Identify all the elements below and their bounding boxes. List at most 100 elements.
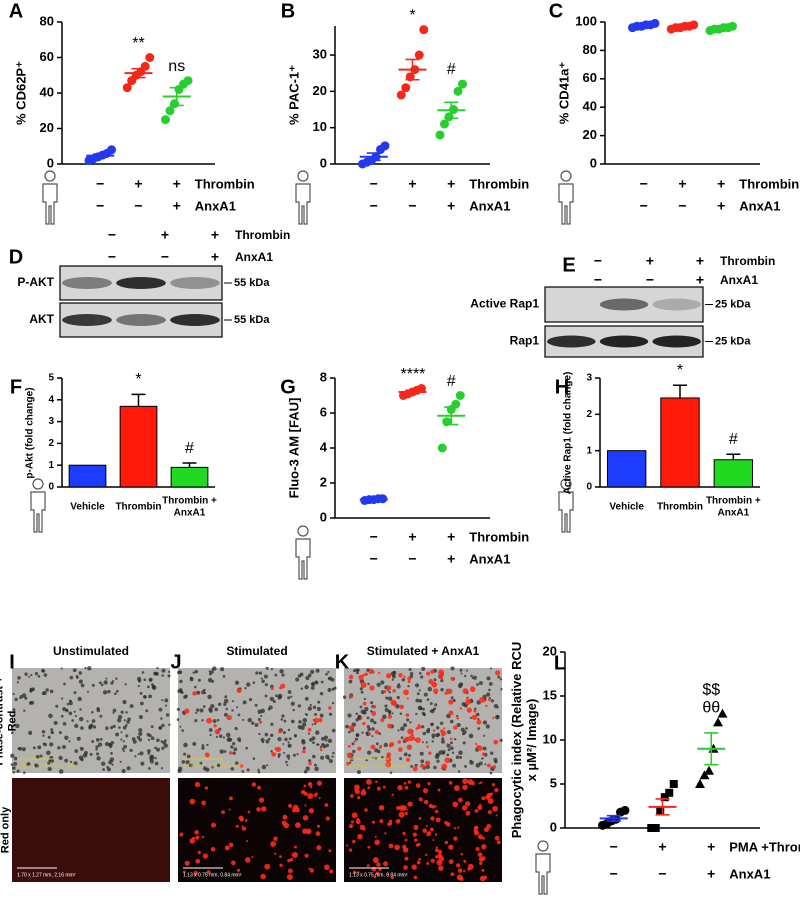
cell <box>151 683 154 687</box>
red-particle <box>287 858 291 863</box>
cell <box>73 691 77 695</box>
cell <box>270 722 274 726</box>
red-particle <box>413 824 419 831</box>
cell <box>415 712 418 716</box>
y-tick-label: 0 <box>320 155 327 170</box>
cell <box>209 733 212 737</box>
cell <box>95 745 99 749</box>
cell <box>351 742 355 746</box>
y-tick-label: 0 <box>47 155 54 170</box>
cell <box>436 726 440 730</box>
cell <box>484 763 487 766</box>
data-point <box>650 18 660 28</box>
cell <box>37 674 41 678</box>
cell <box>257 768 260 772</box>
red-particle <box>239 817 244 822</box>
condition-sign: + <box>211 249 219 265</box>
red-particle <box>434 809 439 814</box>
person-head <box>32 478 44 490</box>
cell <box>161 674 164 677</box>
cell <box>10 753 15 758</box>
cell <box>125 734 129 738</box>
cell <box>287 741 290 744</box>
condition-sign: − <box>370 176 378 192</box>
red-particle <box>184 860 190 866</box>
data-point <box>122 83 132 93</box>
y-tick-label: 40 <box>40 84 54 99</box>
micrograph-bg <box>178 778 336 882</box>
red-particle <box>384 832 387 835</box>
cell <box>373 721 377 725</box>
cell <box>232 742 236 746</box>
cell <box>489 771 493 775</box>
cell <box>352 669 357 673</box>
cell <box>92 725 97 729</box>
cell <box>399 712 403 716</box>
cell <box>366 716 370 720</box>
cell <box>111 763 114 766</box>
red-particle <box>461 805 468 811</box>
red-particle <box>493 739 499 745</box>
condition-label: Thrombin <box>720 254 775 268</box>
cell <box>108 760 113 765</box>
cell <box>102 768 106 771</box>
cell <box>371 727 375 731</box>
red-particle <box>430 669 435 674</box>
micrograph-bg <box>12 668 170 773</box>
red-particle <box>395 819 401 824</box>
cell <box>461 702 466 707</box>
red-particle <box>357 795 361 800</box>
data-point <box>620 805 630 815</box>
blot-band <box>599 335 649 348</box>
cell <box>168 723 171 727</box>
cell <box>254 703 258 707</box>
cell <box>91 683 95 687</box>
cell <box>311 723 314 726</box>
red-particle <box>404 736 410 742</box>
person-body <box>30 491 46 533</box>
data-point <box>728 21 737 31</box>
cell <box>378 732 382 736</box>
condition-label: AnxA1 <box>469 198 510 213</box>
red-particle <box>378 805 385 811</box>
red-particle <box>375 780 378 784</box>
red-particle <box>433 688 439 694</box>
y-tick-label: 5 <box>550 775 557 790</box>
red-particle <box>426 862 430 865</box>
cell <box>64 735 69 740</box>
cell <box>96 756 101 761</box>
cell <box>251 721 255 725</box>
condition-sign: − <box>161 249 169 265</box>
condition-label: AnxA1 <box>739 198 780 213</box>
cell <box>208 672 212 676</box>
red-particle <box>456 874 463 881</box>
cell <box>355 733 360 737</box>
cell <box>64 758 69 763</box>
size-marker: 55 kDa <box>234 314 270 326</box>
panel-letter: F <box>9 376 23 399</box>
cell <box>34 671 39 676</box>
scale-label: 1.13 x 0.75 mm, 0.84 mm² <box>183 872 242 878</box>
red-particle <box>213 724 217 728</box>
cell <box>419 751 424 756</box>
red-particle <box>483 827 489 833</box>
cell <box>473 707 477 710</box>
cell <box>112 708 117 713</box>
cell <box>147 752 151 755</box>
red-particle <box>458 797 463 803</box>
cell <box>355 712 359 715</box>
y-tick-label: 100 <box>575 13 597 28</box>
cell <box>500 688 503 691</box>
cell <box>328 712 333 716</box>
red-particle <box>368 668 374 675</box>
cell <box>331 728 336 733</box>
condition-label: Thrombin <box>195 176 255 191</box>
red-particle <box>432 839 435 842</box>
red-particle <box>351 812 358 819</box>
red-particle <box>431 805 435 809</box>
cell <box>74 714 77 718</box>
red-particle <box>391 793 394 796</box>
cell <box>21 747 26 752</box>
scale-label: 1.13 x 0.75 mm, 0.84 mm² <box>183 763 242 769</box>
red-particle <box>448 710 454 716</box>
